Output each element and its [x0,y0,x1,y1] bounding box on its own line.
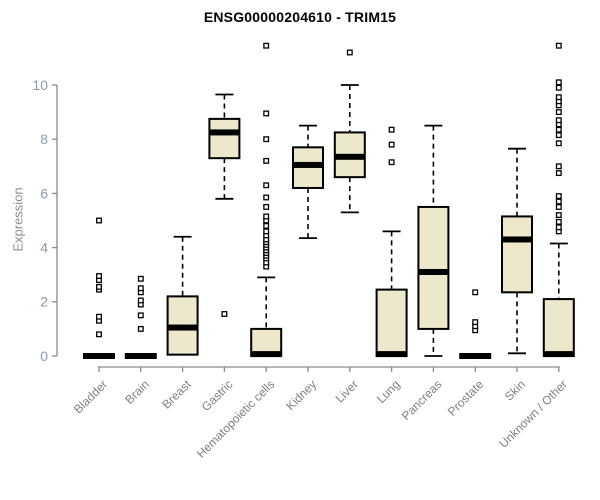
x-tick-label: Pancreas [399,377,445,423]
outlier-point [555,117,562,124]
outlier-point [472,289,479,296]
outlier-point [263,222,270,229]
outlier-point [388,159,395,166]
outlier-point [263,228,270,235]
x-tick-label: Liver [333,377,361,405]
outlier-point [555,212,562,219]
outlier-point [96,331,102,338]
outlier-point [263,136,270,143]
x-tick-label: Hematopoietic cells [194,377,277,460]
median-bar [293,161,323,168]
median-bar [376,351,407,358]
median-bar [502,236,532,243]
y-tick-label: 8 [40,131,48,147]
outlier-point [96,313,102,320]
median-bar [124,353,157,359]
y-tick-label: 10 [32,77,48,93]
median-bar [167,324,198,331]
outlier-point [388,126,395,133]
outlier-point [555,198,562,205]
median-bar [543,351,574,358]
outlier-point [555,203,562,210]
outlier-point [555,163,562,170]
box-8 [417,205,450,330]
outlier-point [555,79,562,86]
y-tick-label: 4 [40,240,48,256]
outlier-point [137,285,144,292]
outlier-point [263,157,270,164]
outlier-point [96,283,102,290]
outlier-point [555,218,562,225]
x-tick-label: Gastric [199,377,236,414]
outlier-point [555,126,562,133]
outlier-point [555,193,562,200]
outlier-point [137,275,144,282]
median-bar [334,153,365,160]
outlier-point [555,42,562,49]
outlier-point [96,273,102,280]
y-tick-label: 6 [40,185,48,201]
outlier-point [555,84,562,91]
median-bar [209,129,240,136]
median-bar [251,351,282,358]
box-10 [501,215,533,294]
chart-title: ENSG00000204610 - TRIM15 [203,9,397,25]
outlier-point [555,132,562,139]
outlier-point [263,194,270,201]
outlier-point [472,319,479,326]
x-tick-label: Kidney [283,377,319,413]
x-tick-label: Lung [374,377,403,406]
median-bar [418,268,449,275]
outlier-point [221,311,228,317]
x-tick-label: Brain [122,377,152,407]
y-tick-label: 0 [40,348,48,364]
outlier-point [555,170,562,177]
outlier-point [137,297,144,304]
box-3 [208,117,241,160]
x-tick-label: Skin [502,377,528,403]
outlier-point [555,224,562,231]
y-tick-label: 2 [40,294,48,310]
outlier-point [137,325,144,332]
box-11 [542,298,575,357]
outlier-point [263,213,270,220]
x-tick-label: Prostate [445,377,487,419]
outlier-point [555,94,562,101]
outlier-point [555,109,562,116]
outlier-point [346,49,353,56]
median-bar [459,353,492,359]
outlier-point [263,110,270,117]
outlier-point [263,203,270,210]
outlier-point [263,42,270,49]
x-tick-label: Bladder [71,377,110,416]
outlier-point [388,141,395,148]
outlier-point [555,140,562,147]
box-7 [375,288,408,358]
outlier-point [137,312,144,319]
x-tick-label: Breast [159,377,194,412]
median-bar [83,353,115,359]
outlier-point [96,217,102,224]
outlier-point [263,182,270,189]
